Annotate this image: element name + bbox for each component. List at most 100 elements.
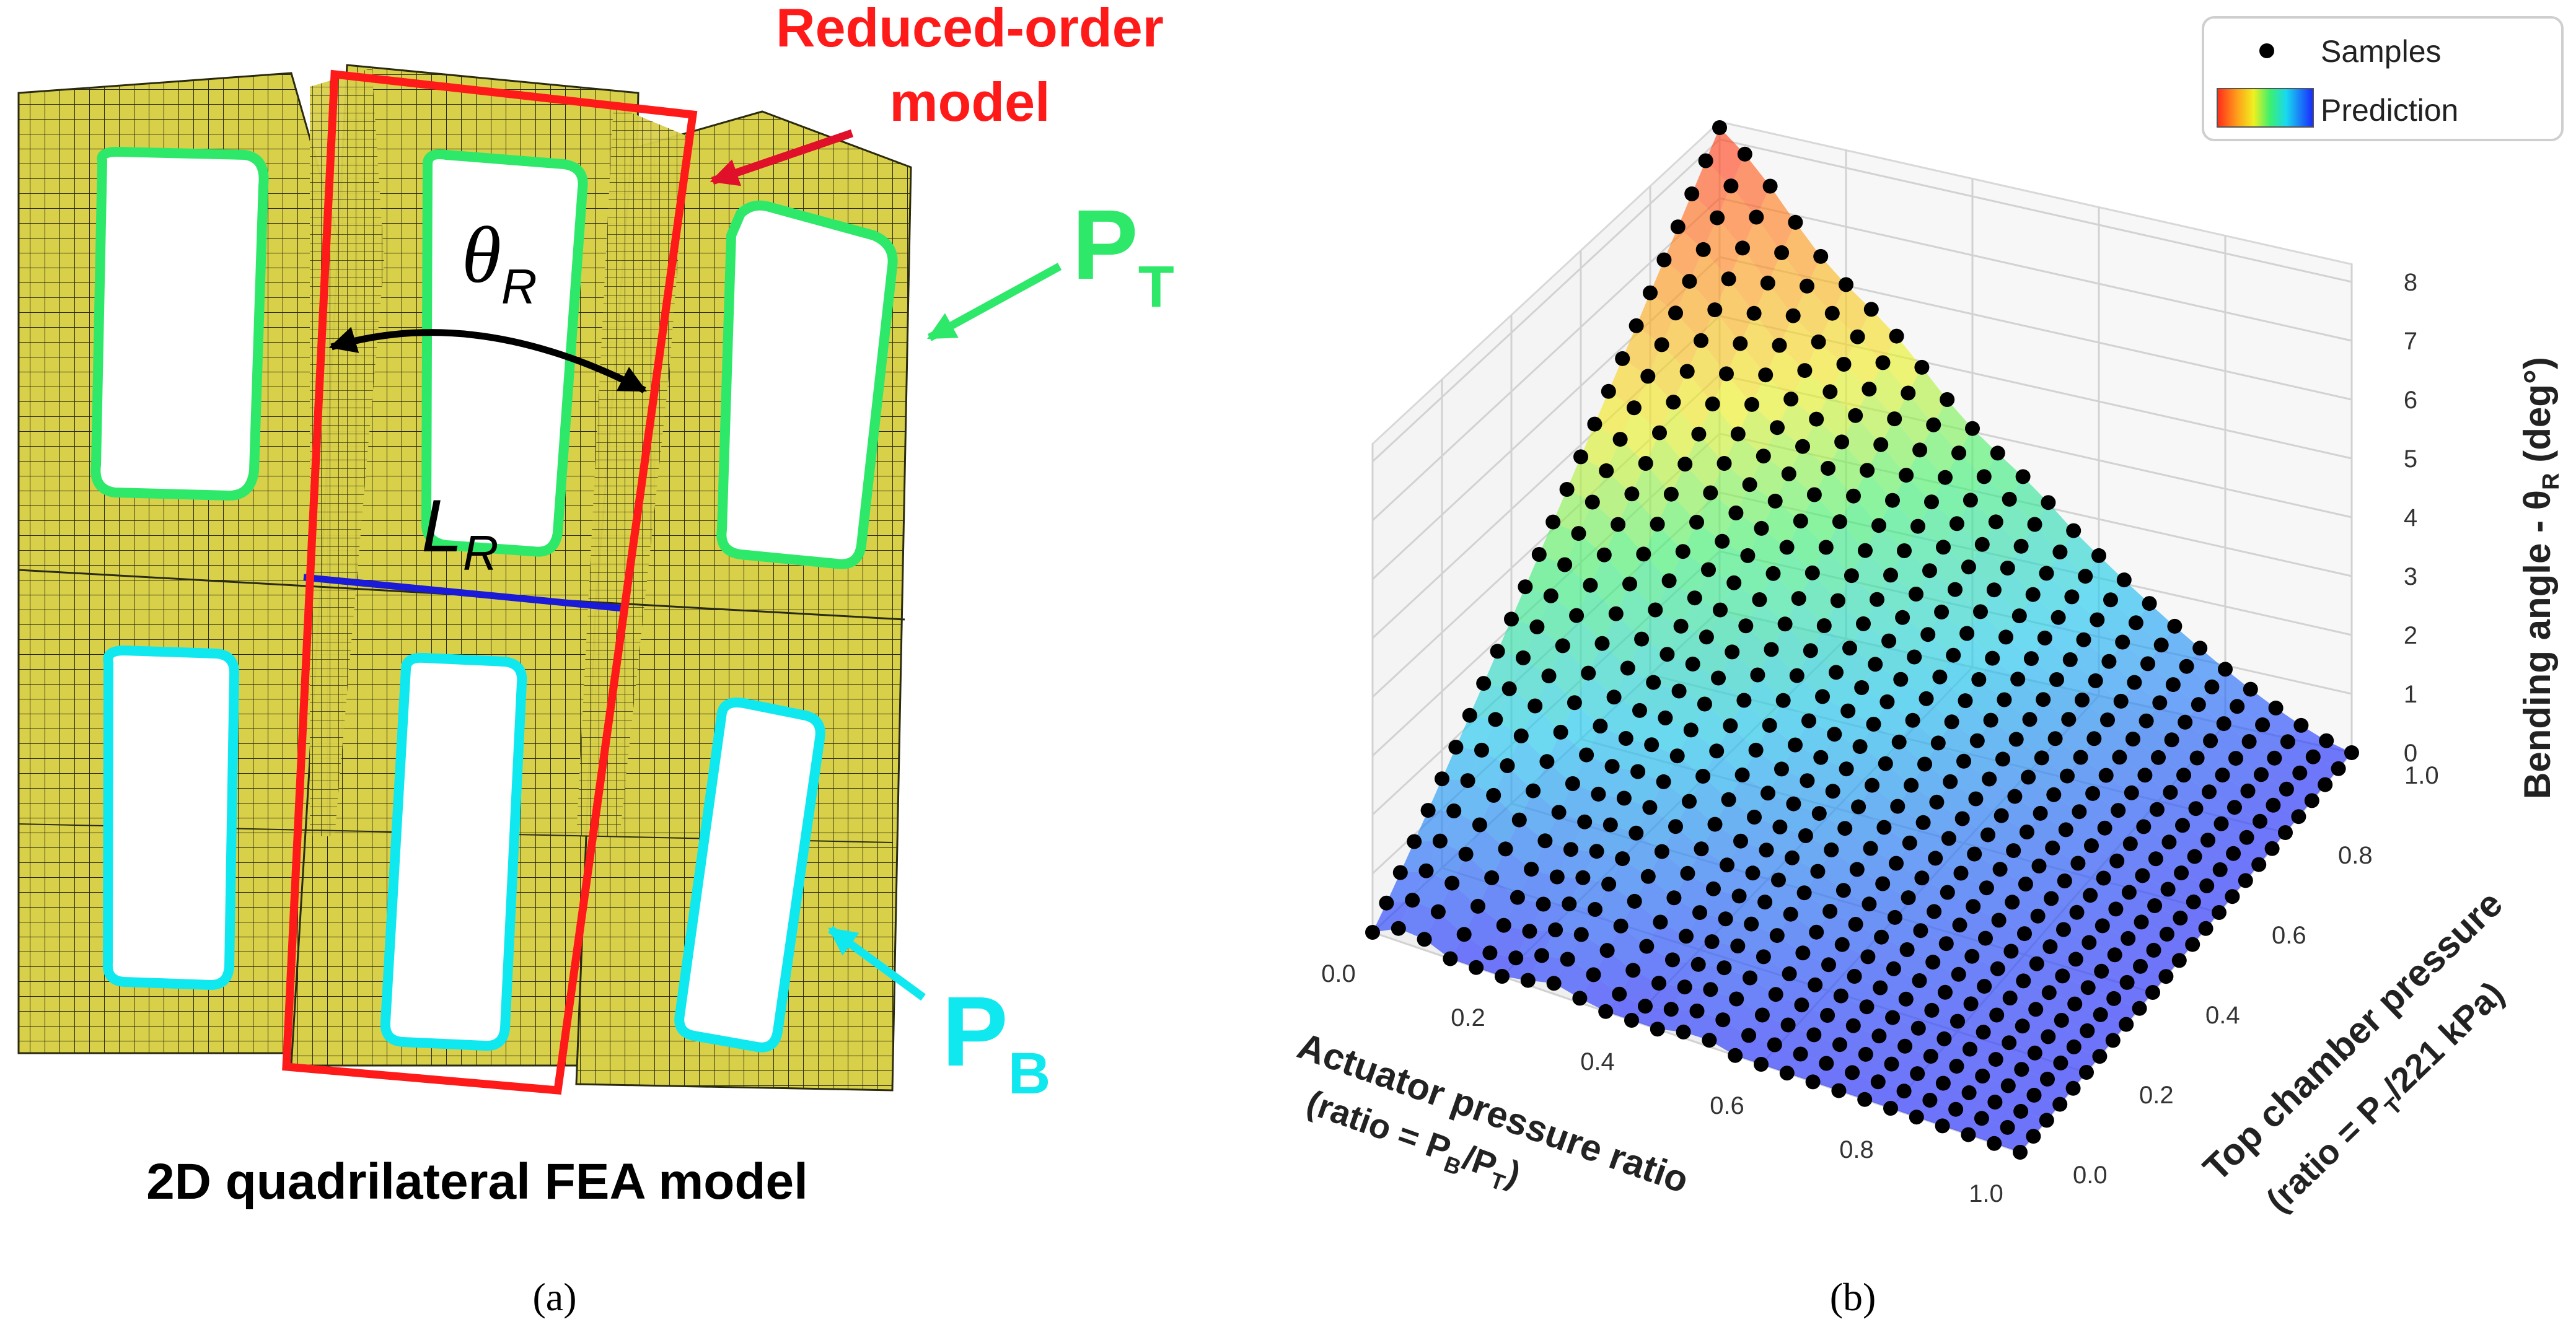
sample-point: [1779, 1066, 1795, 1081]
surface-cell: [1676, 281, 1715, 341]
sample-point: [1835, 883, 1851, 898]
surface-cell: [2061, 1004, 2101, 1031]
sample-point: [2266, 797, 2281, 813]
surface-cell: [1828, 442, 1868, 496]
sample-point: [1695, 242, 1711, 257]
sample-point: [1842, 641, 1857, 656]
sample-point: [1405, 893, 1420, 908]
surface-cell: [1809, 696, 1848, 735]
surface-cell: [1842, 924, 1882, 957]
sample-point: [2096, 870, 2111, 886]
y-tick-label: 0.4: [2205, 1002, 2240, 1029]
surface-cell: [1821, 734, 1860, 769]
sample-point: [1571, 526, 1586, 541]
surface-cell: [1790, 893, 1831, 932]
surface-cell: [2064, 912, 2103, 943]
sample-point: [1673, 618, 1689, 634]
sample-point: [2164, 732, 2179, 748]
surface-cell: [1689, 776, 1729, 825]
sample-point: [2013, 1145, 2028, 1160]
sample-point: [1511, 812, 1527, 828]
sample-point: [1961, 1127, 1976, 1142]
sample-point: [1813, 248, 1829, 264]
surface-cell: [2048, 1020, 2088, 1047]
surface-cell: [1692, 160, 1731, 218]
surface-cell: [1883, 863, 1922, 898]
sample-point: [1516, 650, 1531, 665]
sample-point: [2215, 768, 2230, 783]
surface-cell: [1989, 759, 2029, 797]
surface-cell: [1663, 756, 1703, 802]
sample-point: [1754, 520, 1769, 536]
sample-point: [1922, 563, 1937, 579]
surface-cell: [2094, 720, 2133, 758]
sample-point: [1703, 485, 1718, 501]
sample-point: [1752, 592, 1767, 607]
surface-cell: [1824, 600, 1863, 649]
surface-cell: [2114, 938, 2154, 966]
sample-point: [1539, 754, 1555, 769]
sample-point: [1948, 582, 1963, 597]
surface-cell: [1469, 683, 1510, 720]
sample-point: [1785, 308, 1801, 323]
x-tick-label: 0.4: [1580, 1048, 1615, 1075]
sample-point: [1779, 540, 1795, 555]
sample-point: [1591, 786, 1606, 802]
surface-cell: [1732, 626, 1772, 675]
sample-point: [2304, 793, 2319, 808]
sample-point: [1810, 864, 1826, 879]
sample-point: [1679, 929, 1694, 944]
surface-cell: [1567, 934, 1607, 975]
sample-point: [1650, 1022, 1665, 1037]
surface-cell: [1594, 391, 1634, 440]
surface-cell: [1988, 815, 2027, 851]
surface-cell: [1593, 950, 1633, 994]
surface-cell: [1917, 1056, 1957, 1083]
sample-point: [1652, 425, 1667, 440]
surface-cell: [1860, 724, 1899, 764]
sample-point: [1495, 969, 1510, 984]
sample-point: [1774, 245, 1790, 260]
surface-cell: [1763, 427, 1803, 474]
theta-label: θR: [462, 211, 537, 314]
sample-point: [1781, 466, 1796, 481]
y-tick-label: 0.8: [2338, 842, 2373, 869]
sample-point: [1616, 790, 1632, 806]
sample-point: [1927, 904, 1942, 919]
surface-cell: [1750, 956, 1790, 995]
sample-point: [2040, 1071, 2055, 1087]
sample-point: [1748, 742, 1764, 758]
sample-point: [1884, 1056, 1899, 1072]
sample-point: [1834, 434, 1850, 450]
surface-cell: [2003, 739, 2042, 777]
sample-point: [2075, 693, 2090, 707]
surface-cell: [1667, 626, 1707, 664]
surface-cell: [2082, 680, 2121, 720]
z-tick-label: 5: [2404, 445, 2417, 473]
pb-label: PB: [942, 976, 1050, 1106]
surface-cell: [2068, 700, 2108, 739]
surface-cell: [2198, 686, 2238, 724]
surface-cell: [2040, 794, 2080, 830]
surface-cell: [1736, 484, 1775, 528]
sample-point: [1780, 1017, 1796, 1033]
sample-point: [1663, 1002, 1679, 1017]
sample-point: [1443, 951, 1458, 966]
sample-point: [2033, 805, 2048, 821]
sample-point: [1529, 619, 1545, 634]
sample-point: [1661, 573, 1677, 589]
surface-cell: [1712, 919, 1752, 946]
sample-point: [1536, 896, 1551, 912]
surface-cell: [2025, 865, 2065, 899]
surface-cell: [1880, 968, 1920, 999]
sample-point: [1924, 494, 1939, 510]
surface-cell: [1982, 522, 2021, 568]
surface-cell: [1892, 999, 1932, 1028]
surface-cell: [2036, 992, 2075, 1020]
surface-cell: [1722, 513, 1762, 556]
sample-point: [2065, 1080, 2081, 1096]
surface-cell: [1918, 1010, 1958, 1039]
sample-point: [2187, 849, 2202, 864]
sample-point: [1758, 367, 1774, 383]
sample-point: [1805, 1074, 1821, 1090]
